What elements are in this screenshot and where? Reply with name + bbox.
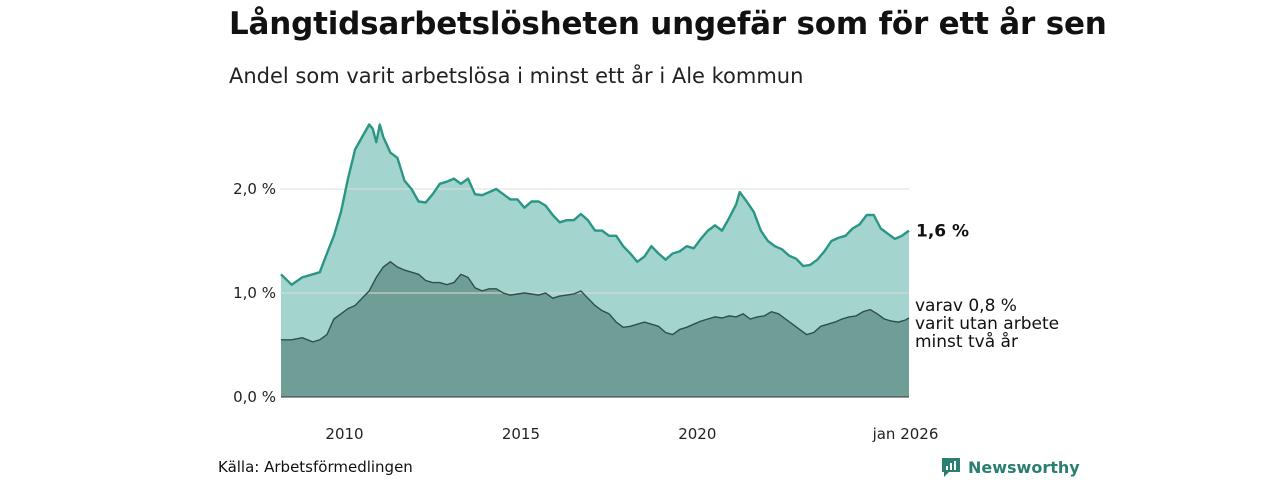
x-tick-label: jan 2026: [872, 425, 939, 443]
newsworthy-logo-icon: [942, 458, 960, 477]
chart-subtitle: Andel som varit arbetslösa i minst ett å…: [229, 64, 804, 88]
series-line-two-years: [281, 260, 910, 343]
y-tick-label: 0,0 %: [233, 388, 276, 406]
brand-name: Newsworthy: [968, 457, 1080, 477]
y-tick-label: 1,0 %: [233, 284, 276, 302]
end-label-two-years: minst två år: [915, 331, 1018, 352]
chart-title: Långtidsarbetslösheten ungefär som för e…: [229, 6, 1107, 42]
x-tick-label: 2020: [678, 425, 716, 443]
series-area-two-years: [281, 261, 909, 397]
series-line-total: [280, 123, 910, 286]
source-note: Källa: Arbetsförmedlingen: [218, 458, 413, 476]
x-tick-label: 2015: [502, 425, 540, 443]
y-tick-label: 2,0 %: [233, 180, 276, 198]
end-label-total: 1,6 %: [916, 222, 969, 242]
x-tick-label: 2010: [325, 425, 363, 443]
brand-logo: Newsworthy: [940, 456, 1080, 478]
end-label-two-years: varav 0,8 %: [915, 296, 1017, 316]
end-label-two-years: varit utan arbete: [915, 314, 1059, 334]
